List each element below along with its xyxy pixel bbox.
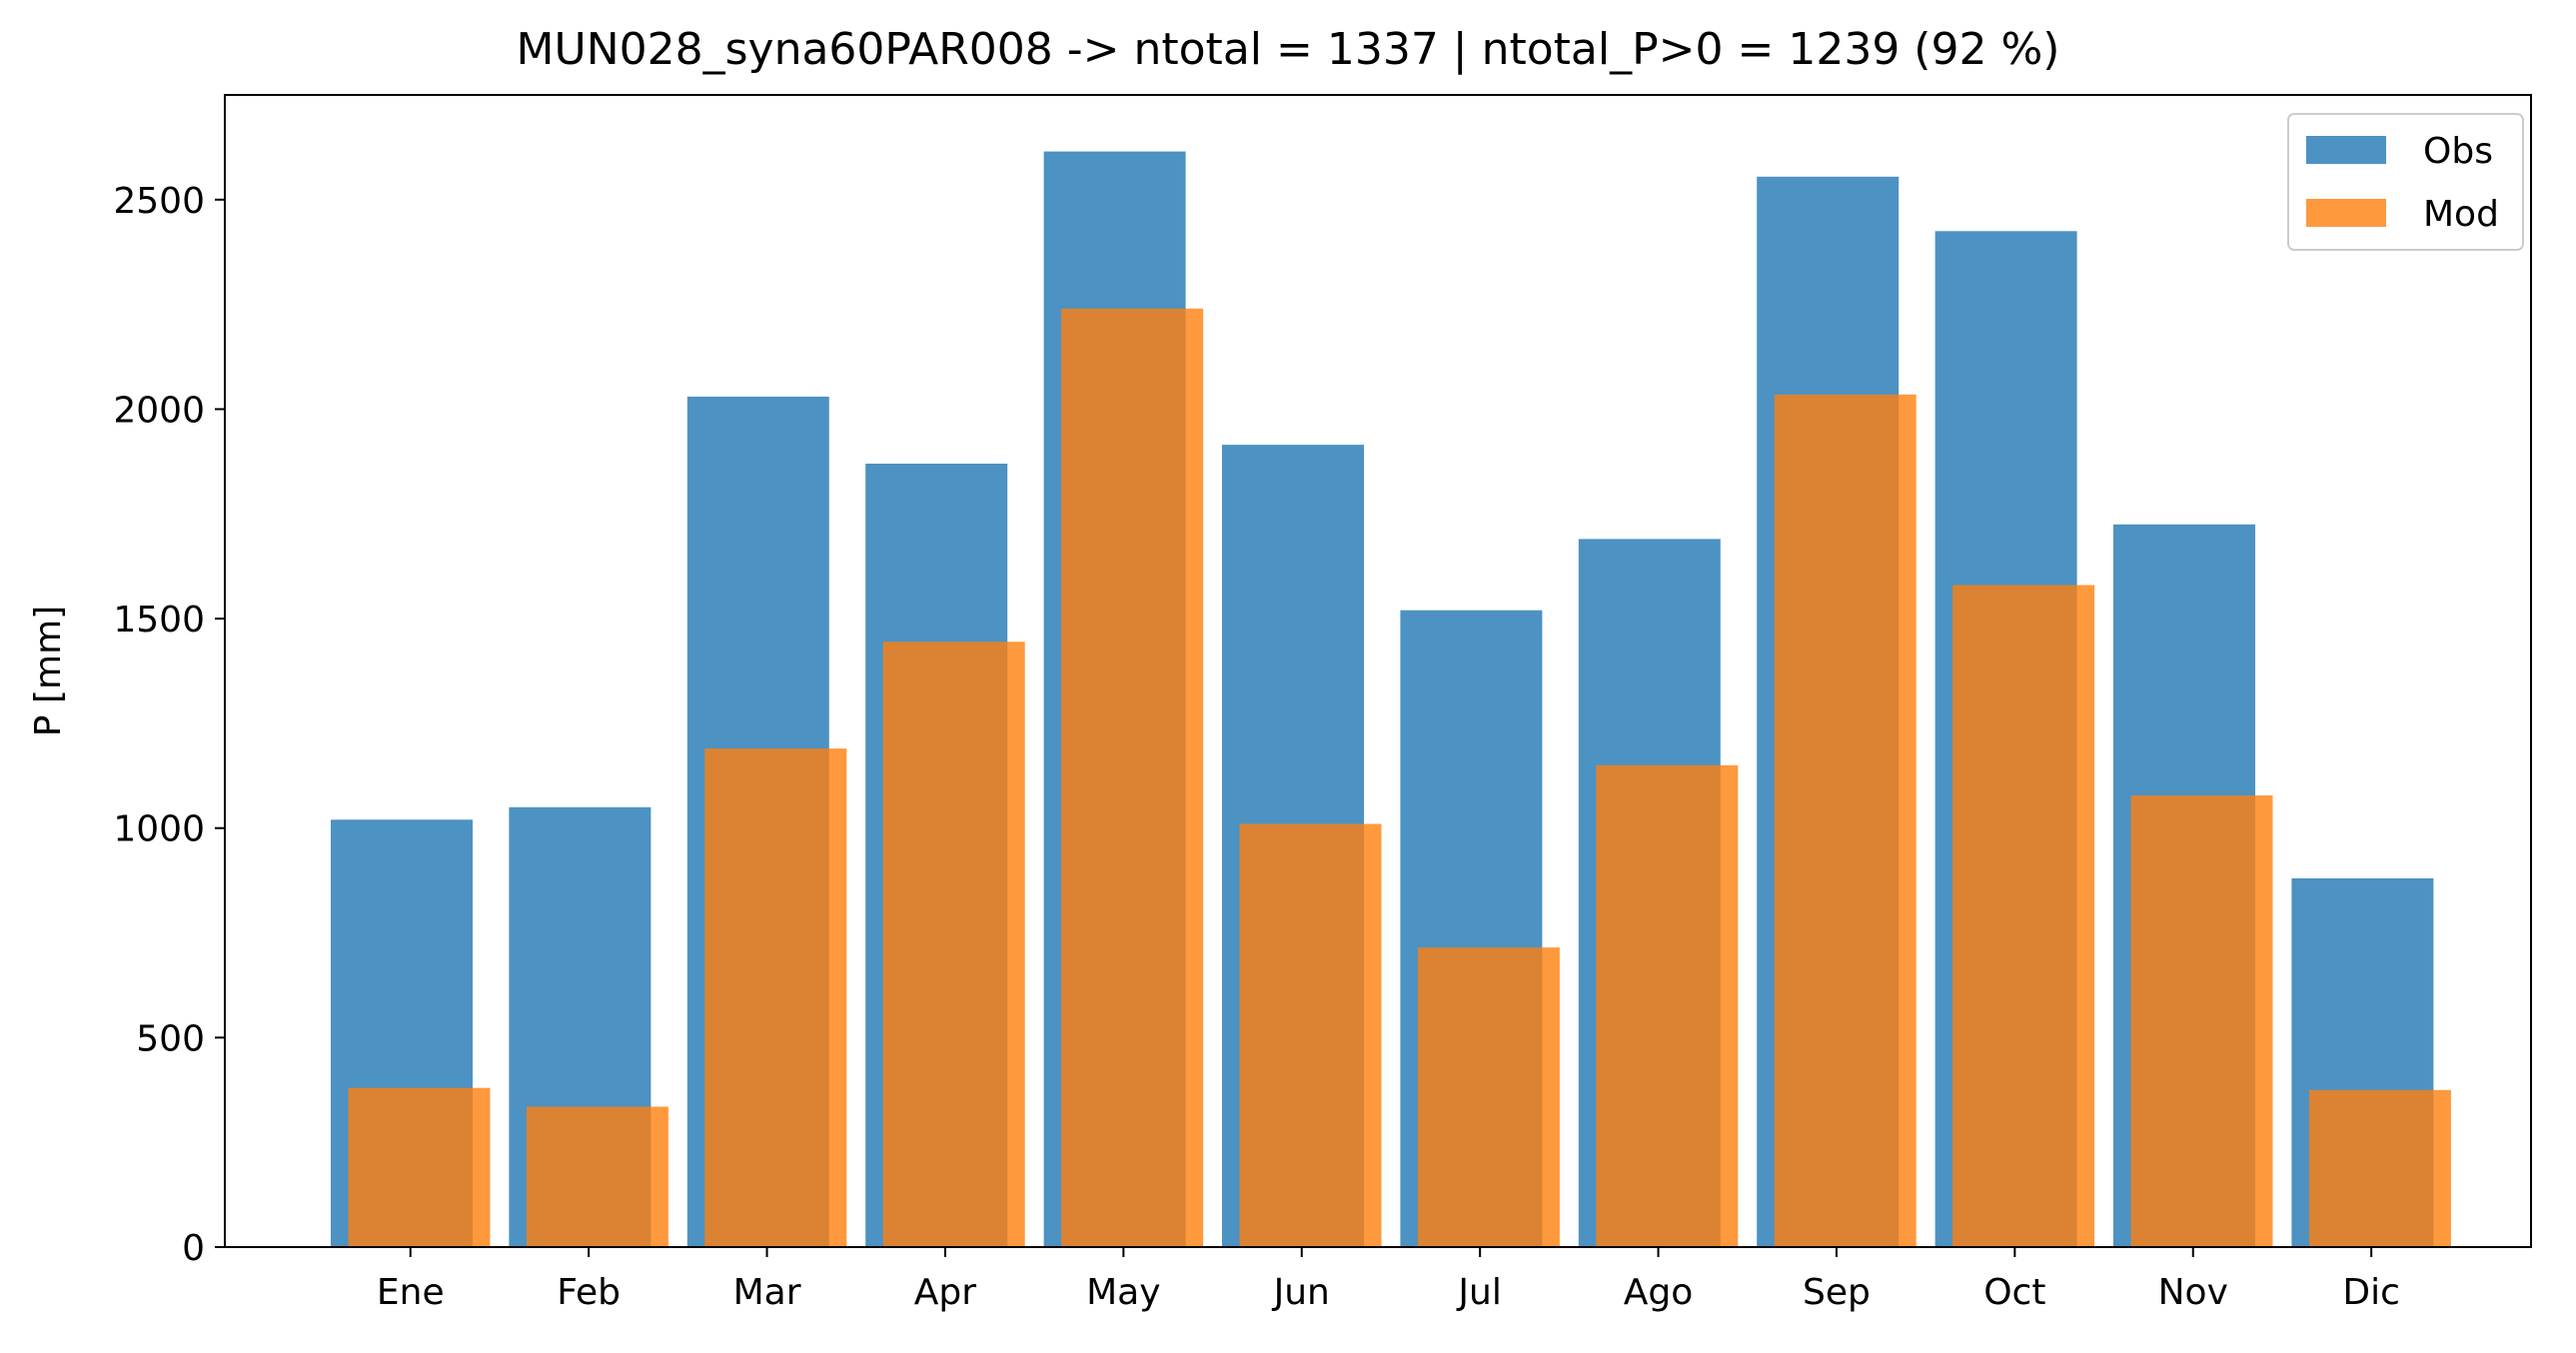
x-tick-label: Dic	[2342, 1272, 2400, 1313]
bar-mod-sep	[1774, 394, 1917, 1247]
bar-mod-dic	[2308, 1089, 2451, 1247]
axes-layer: 0 500 1000 1500 2000 2500 Ene Feb Mar Apr May Jun Ju…	[113, 94, 2532, 1313]
x-tick-label: May	[1086, 1272, 1160, 1313]
legend-swatch-mod	[2306, 199, 2386, 227]
legend: Obs Mod	[2287, 113, 2524, 251]
x-tick-label: Mar	[733, 1272, 801, 1313]
x-tick-label: Jun	[1272, 1272, 1330, 1313]
y-tick-label: 0	[182, 1228, 205, 1269]
y-tick-label: 1500	[113, 600, 205, 641]
legend-label-mod: Mod	[2423, 194, 2499, 235]
bar-mod-mar	[704, 748, 847, 1247]
x-tick-label: Feb	[557, 1272, 621, 1313]
chart-title: MUN028_syna60PAR008 -> ntotal = 1337 | n…	[517, 24, 2060, 75]
bar-mod-oct	[1952, 585, 2095, 1247]
plot-frame	[224, 94, 2532, 1248]
bar-mod-jul	[1417, 947, 1560, 1247]
y-tick-label: 2500	[113, 181, 205, 222]
x-tick-label: Jul	[1456, 1272, 1501, 1313]
bar-mod-feb	[526, 1106, 668, 1247]
bar-mod-ago	[1596, 764, 1739, 1247]
y-tick-label: 1000	[113, 809, 205, 850]
y-tick-label: 2000	[113, 390, 205, 431]
x-tick-label: Ene	[377, 1272, 445, 1313]
y-axis-label: P [mm]	[28, 606, 69, 736]
bar-mod-ene	[348, 1087, 491, 1247]
bar-mod-apr	[882, 642, 1025, 1247]
legend-label-obs: Obs	[2423, 131, 2493, 172]
x-tick-label: Sep	[1803, 1272, 1871, 1313]
bars-layer	[331, 151, 2451, 1248]
legend-swatch-obs	[2306, 136, 2386, 164]
x-tick-label: Nov	[2158, 1272, 2228, 1313]
bar-mod-jun	[1239, 823, 1382, 1247]
x-tick-label: Ago	[1624, 1272, 1694, 1313]
bar-mod-may	[1061, 308, 1204, 1247]
x-tick-label: Oct	[1983, 1272, 2045, 1313]
y-tick-label: 500	[136, 1018, 205, 1059]
x-tick-label: Apr	[914, 1272, 976, 1313]
bar-mod-nov	[2130, 795, 2273, 1247]
